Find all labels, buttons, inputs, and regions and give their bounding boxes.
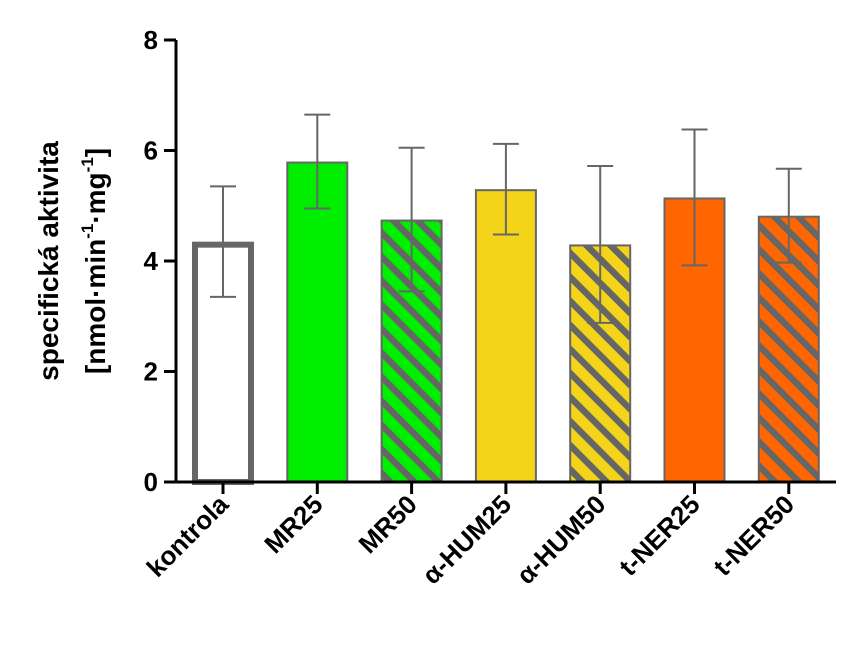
x-tick-label-5: α-HUM50 [510, 489, 611, 590]
y-tick-label-2: 2 [144, 357, 158, 387]
y-unit-open: [nmol [80, 298, 111, 374]
y-ticks-group: 0 2 4 6 8 [144, 25, 176, 497]
y-tick-label-0: 0 [144, 467, 158, 497]
x-tick-label-1: kontrola [140, 489, 234, 583]
x-tick-label-7: t-NER50 [707, 489, 800, 582]
y-unit-mg: mg [80, 172, 111, 214]
y-axis-title: specifická aktivita [nmol·min-1·mg-1] [33, 141, 111, 381]
y-unit-dot-1: · [80, 289, 111, 298]
x-tick-label-4: α-HUM25 [416, 489, 517, 590]
error-bars-group [210, 113, 802, 324]
y-tick-label-6: 6 [144, 136, 158, 166]
y-axis-title-line2: [nmol·min-1·mg-1] [78, 148, 111, 374]
y-tick-label-8: 8 [144, 25, 158, 55]
y-unit-min: min [80, 239, 111, 289]
x-tick-label-3: MR50 [353, 489, 423, 559]
x-tick-label-6: t-NER25 [613, 489, 706, 582]
bar-4 [474, 189, 537, 484]
x-tick-label-2: MR25 [258, 489, 328, 559]
y-axis-title-line1: specifická aktivita [33, 141, 64, 381]
y-unit-close: ] [80, 148, 111, 157]
y-unit-exp-1: -1 [78, 224, 97, 239]
y-unit-exp-2: -1 [78, 157, 97, 172]
bar-2 [286, 161, 349, 484]
y-unit-dot-2: · [80, 214, 111, 223]
y-tick-label-4: 4 [144, 246, 159, 276]
